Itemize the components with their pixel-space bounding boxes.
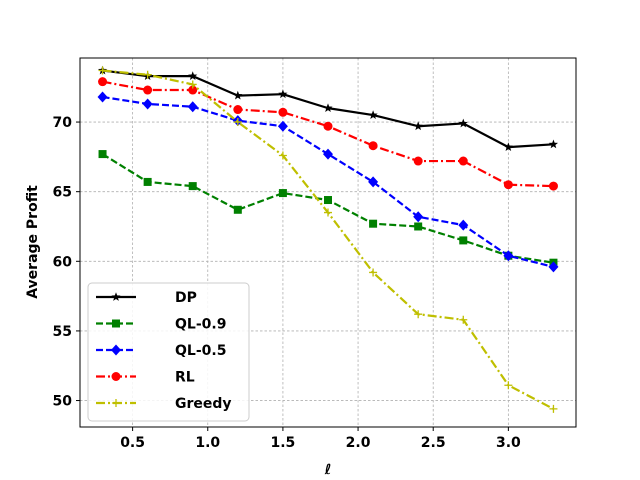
- data-point-rl: [458, 156, 468, 166]
- x-tick-label: 1.0: [195, 435, 220, 451]
- data-point-rl: [143, 85, 153, 95]
- data-point-rl: [323, 121, 333, 131]
- data-point-greedy: [188, 80, 197, 89]
- y-axis-label: Average Profit: [25, 185, 41, 299]
- legend-marker: [111, 292, 121, 301]
- legend-label: QL-0.5: [175, 343, 226, 359]
- data-point-greedy: [278, 151, 287, 160]
- legend-marker: [111, 372, 121, 381]
- data-point-dp: [233, 90, 243, 100]
- data-point-rl: [368, 141, 378, 151]
- legend-entry-ql-0-5: QL-0.5: [96, 343, 226, 359]
- data-point-ql-0-9: [143, 177, 152, 186]
- data-point-dp: [368, 110, 378, 119]
- data-point-ql-0-9: [233, 205, 242, 214]
- data-point-dp: [548, 139, 559, 149]
- data-point-rl: [278, 107, 288, 117]
- series-ql-0-5: [97, 91, 559, 273]
- legend-entry-ql-0-9: QL-0.9: [96, 317, 226, 333]
- data-point-dp: [188, 71, 198, 80]
- x-axis-label: ℓ: [324, 462, 332, 478]
- legend-entry-rl: RL: [96, 370, 195, 386]
- data-point-ql-0-9: [414, 222, 423, 231]
- legend-marker: [111, 344, 121, 356]
- series-greedy: [98, 66, 558, 413]
- data-point-ql-0-5: [413, 211, 424, 223]
- y-tick-label: 55: [53, 324, 72, 340]
- data-point-dp: [413, 121, 423, 131]
- data-point-ql-0-5: [368, 176, 379, 188]
- data-point-greedy: [549, 404, 558, 413]
- data-point-ql-0-5: [548, 261, 559, 273]
- data-point-greedy: [98, 66, 107, 75]
- data-point-ql-0-9: [98, 150, 107, 159]
- data-point-greedy: [504, 381, 513, 390]
- data-point-greedy: [233, 118, 242, 127]
- x-tick-label: 3.0: [496, 435, 521, 451]
- data-point-ql-0-9: [278, 189, 287, 198]
- x-tick-label: 1.5: [271, 435, 296, 451]
- data-point-dp: [458, 118, 468, 128]
- legend-marker: [112, 399, 120, 407]
- legend-entry-dp: DP: [96, 290, 197, 306]
- data-point-dp: [503, 142, 513, 151]
- y-tick-label: 70: [53, 115, 73, 131]
- data-point-rl: [233, 105, 243, 115]
- data-point-ql-0-5: [97, 91, 108, 103]
- data-point-rl: [503, 180, 513, 190]
- data-point-rl: [548, 181, 558, 191]
- legend-label: RL: [175, 370, 195, 386]
- y-tick-label: 50: [53, 394, 73, 410]
- data-point-greedy: [369, 268, 378, 277]
- data-point-ql-0-5: [503, 250, 514, 262]
- legend-entry-greedy: Greedy: [96, 396, 232, 412]
- series-line-rl: [102, 80, 554, 188]
- series-rl: [98, 77, 558, 191]
- data-point-dp: [323, 103, 333, 113]
- x-tick-label: 0.5: [120, 435, 145, 451]
- data-point-dp: [278, 89, 288, 99]
- data-point-greedy: [143, 70, 152, 79]
- x-tick-label: 2.5: [421, 435, 446, 451]
- series-dp: [97, 65, 559, 151]
- data-point-ql-0-5: [277, 120, 288, 132]
- data-point-greedy: [414, 310, 423, 319]
- data-point-rl: [188, 85, 198, 95]
- data-point-ql-0-5: [187, 101, 198, 113]
- data-point-ql-0-5: [458, 219, 469, 231]
- legend-label: DP: [175, 290, 197, 306]
- data-point-ql-0-9: [188, 182, 197, 191]
- legend-marker: [112, 319, 120, 328]
- axis-ticks: 0.5 1.0 1.5 2.0 2.5 3.0 50 55 60 65 70: [53, 115, 522, 451]
- data-point-ql-0-5: [323, 148, 333, 160]
- data-point-greedy: [324, 208, 332, 217]
- plot-series: [97, 65, 559, 413]
- legend-label: QL-0.9: [175, 317, 226, 333]
- x-tick-label: 2.0: [346, 435, 371, 451]
- data-point-greedy: [459, 315, 468, 324]
- data-point-rl: [98, 77, 108, 87]
- data-point-ql-0-9: [324, 196, 332, 205]
- data-point-ql-0-9: [369, 219, 378, 228]
- data-point-rl: [413, 156, 423, 166]
- data-point-ql-0-5: [142, 98, 153, 110]
- y-tick-label: 60: [53, 254, 73, 270]
- plot-frame: [79, 57, 577, 428]
- legend-label: Greedy: [175, 396, 232, 412]
- data-point-ql-0-9: [459, 236, 468, 245]
- legend: DP QL-0.9 QL-0.5 RL Greedy: [87, 282, 250, 422]
- y-tick-label: 65: [53, 185, 72, 201]
- legend-box: [87, 282, 250, 422]
